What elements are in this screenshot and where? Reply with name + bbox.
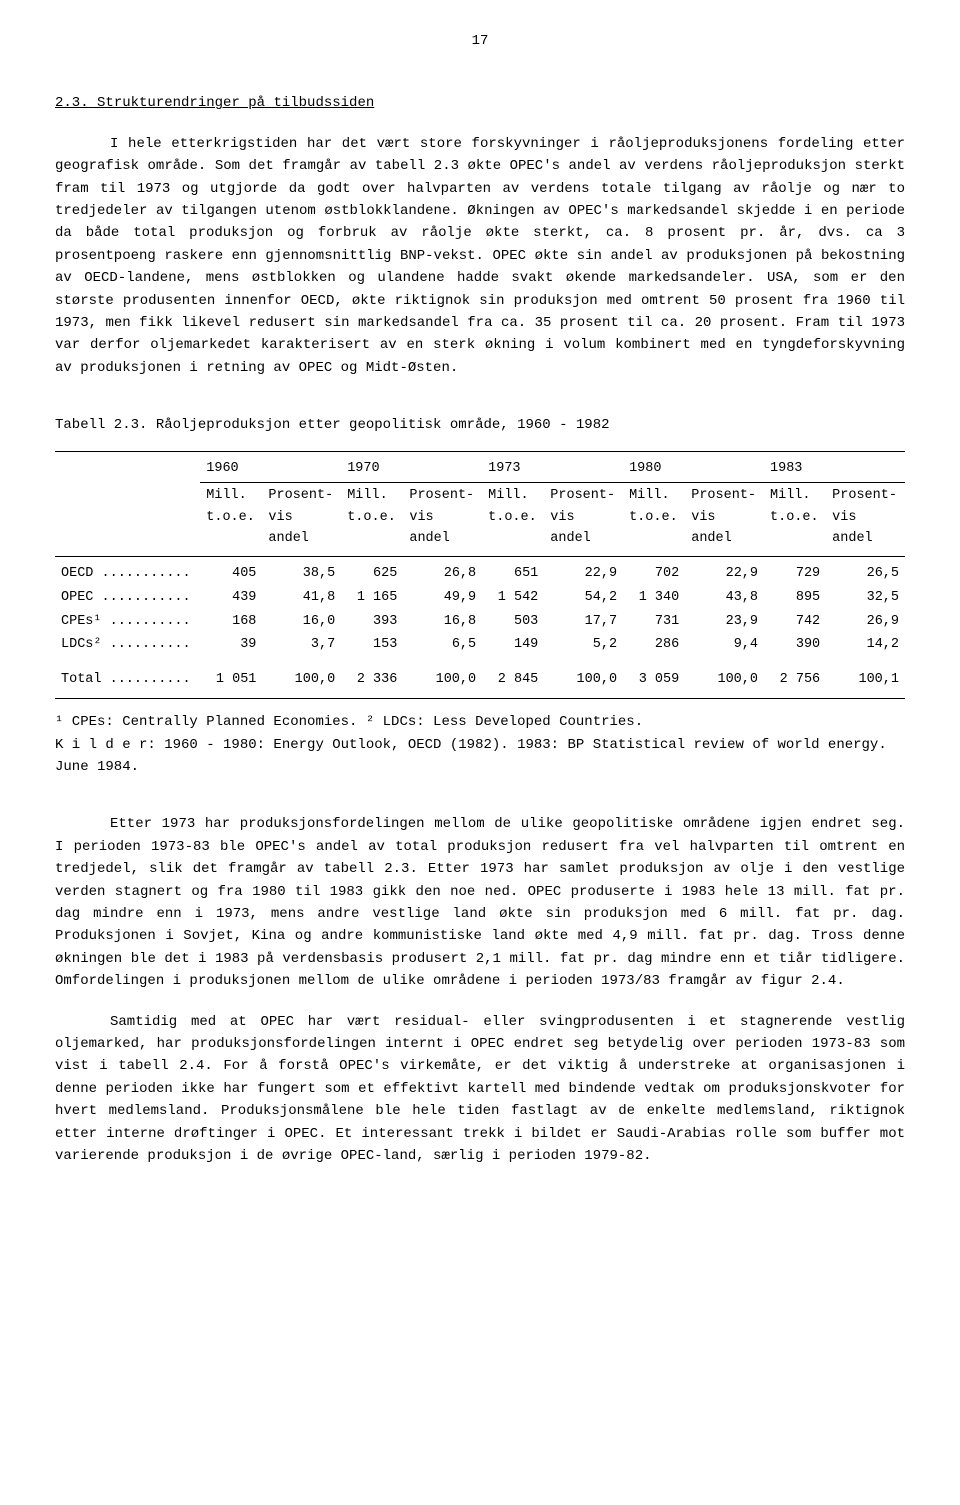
year-1980: 1980	[623, 452, 764, 482]
data-cell: 22,9	[544, 562, 623, 586]
data-cell: 895	[764, 586, 826, 610]
table-row: OECD ...........40538,562526,865122,9702…	[55, 562, 905, 586]
year-1960: 1960	[200, 452, 341, 482]
table-header-years: 1960 1970 1973 1980 1983	[55, 452, 905, 482]
data-cell: 153	[341, 633, 403, 657]
paragraph-opec-internal: Samtidig med at OPEC har vært residual- …	[55, 1011, 905, 1168]
data-cell: 32,5	[826, 586, 905, 610]
data-cell: 439	[200, 586, 262, 610]
section-title: Strukturendringer på tilbudssiden	[97, 95, 374, 111]
footnote-2: K i l d e r: 1960 - 1980: Energy Outlook…	[55, 734, 905, 779]
col-pct: Prosent-visandel	[826, 483, 905, 557]
table-caption: Tabell 2.3. Råoljeproduksjon etter geopo…	[55, 414, 905, 436]
paragraph-intro: I hele etterkrigstiden har det vært stor…	[55, 133, 905, 379]
data-cell: 54,2	[544, 586, 623, 610]
total-cell: 100,1	[826, 657, 905, 699]
total-cell: 100,0	[262, 657, 341, 699]
data-cell: 390	[764, 633, 826, 657]
row-label: CPEs¹ ..........	[55, 610, 200, 634]
row-label: LDCs² ..........	[55, 633, 200, 657]
data-cell: 168	[200, 610, 262, 634]
data-cell: 26,9	[826, 610, 905, 634]
col-unit: Mill.t.o.e.	[200, 483, 262, 557]
data-cell: 38,5	[262, 562, 341, 586]
data-cell: 3,7	[262, 633, 341, 657]
col-pct: Prosent-visandel	[262, 483, 341, 557]
page-number: 17	[55, 30, 905, 52]
table-footnotes: ¹ CPEs: Centrally Planned Economies. ² L…	[55, 711, 905, 778]
data-cell: 1 340	[623, 586, 685, 610]
paragraph-after-1973: Etter 1973 har produksjonsfordelingen me…	[55, 813, 905, 992]
row-label: OECD ...........	[55, 562, 200, 586]
data-cell: 6,5	[403, 633, 482, 657]
total-cell: 2 756	[764, 657, 826, 699]
table-row: LDCs² ..........393,71536,51495,22869,43…	[55, 633, 905, 657]
data-cell: 625	[341, 562, 403, 586]
data-cell: 16,8	[403, 610, 482, 634]
total-cell: 100,0	[685, 657, 764, 699]
data-cell: 5,2	[544, 633, 623, 657]
data-cell: 286	[623, 633, 685, 657]
total-cell: 3 059	[623, 657, 685, 699]
section-heading: 2.3. Strukturendringer på tilbudssiden	[55, 92, 905, 114]
col-pct: Prosent-visandel	[403, 483, 482, 557]
data-cell: 702	[623, 562, 685, 586]
data-cell: 26,5	[826, 562, 905, 586]
data-cell: 23,9	[685, 610, 764, 634]
section-number: 2.3.	[55, 95, 89, 111]
col-unit: Mill.t.o.e.	[482, 483, 544, 557]
year-1983: 1983	[764, 452, 905, 482]
data-cell: 16,0	[262, 610, 341, 634]
data-cell: 26,8	[403, 562, 482, 586]
data-cell: 43,8	[685, 586, 764, 610]
col-pct: Prosent-visandel	[544, 483, 623, 557]
table-row: CPEs¹ ..........16816,039316,850317,7731…	[55, 610, 905, 634]
production-table: 1960 1970 1973 1980 1983 Mill.t.o.e. Pro…	[55, 451, 905, 699]
data-cell: 729	[764, 562, 826, 586]
col-unit: Mill.t.o.e.	[623, 483, 685, 557]
data-cell: 503	[482, 610, 544, 634]
data-cell: 405	[200, 562, 262, 586]
total-cell: 2 845	[482, 657, 544, 699]
data-cell: 49,9	[403, 586, 482, 610]
table-total-row: Total .......... 1 051 100,0 2 336 100,0…	[55, 657, 905, 699]
col-unit: Mill.t.o.e.	[764, 483, 826, 557]
data-cell: 731	[623, 610, 685, 634]
year-1970: 1970	[341, 452, 482, 482]
data-cell: 22,9	[685, 562, 764, 586]
data-cell: 742	[764, 610, 826, 634]
col-unit: Mill.t.o.e.	[341, 483, 403, 557]
data-cell: 1 542	[482, 586, 544, 610]
row-label: OPEC ...........	[55, 586, 200, 610]
total-cell: 2 336	[341, 657, 403, 699]
footnote-1: ¹ CPEs: Centrally Planned Economies. ² L…	[55, 711, 905, 733]
total-label: Total ..........	[55, 657, 200, 699]
data-cell: 14,2	[826, 633, 905, 657]
table-header-units: Mill.t.o.e. Prosent-visandel Mill.t.o.e.…	[55, 483, 905, 557]
col-pct: Prosent-visandel	[685, 483, 764, 557]
total-cell: 100,0	[403, 657, 482, 699]
year-1973: 1973	[482, 452, 623, 482]
data-cell: 149	[482, 633, 544, 657]
data-cell: 393	[341, 610, 403, 634]
data-cell: 39	[200, 633, 262, 657]
total-cell: 1 051	[200, 657, 262, 699]
total-cell: 100,0	[544, 657, 623, 699]
data-cell: 1 165	[341, 586, 403, 610]
table-row: OPEC ...........43941,81 16549,91 54254,…	[55, 586, 905, 610]
data-cell: 17,7	[544, 610, 623, 634]
data-cell: 9,4	[685, 633, 764, 657]
data-cell: 651	[482, 562, 544, 586]
data-cell: 41,8	[262, 586, 341, 610]
